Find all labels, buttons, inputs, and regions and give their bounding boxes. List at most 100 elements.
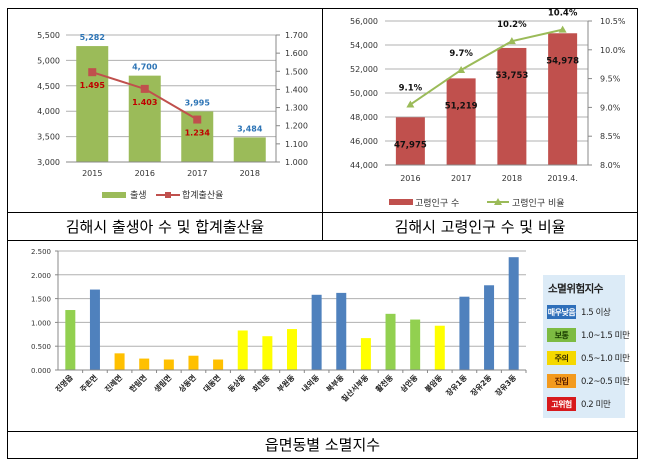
line-label-tfr: 1.495	[80, 81, 106, 90]
legend-label-births: 출생	[130, 190, 147, 201]
y-tick-right: 1.200	[285, 122, 308, 131]
caption-elderly: 김해시 고령인구 수 및 비율	[394, 218, 566, 236]
y-tick-right: 1.100	[285, 140, 308, 149]
y-tick-left: 52,000	[350, 65, 378, 74]
caption-births: 김해시 출생아 수 및 합계출산율	[65, 218, 265, 236]
line-elderly-ratio	[409, 28, 563, 106]
bar-extinction-index	[360, 338, 371, 370]
legend-row-normal: 보통 1.0~1.5 미만	[547, 328, 630, 342]
x-tick: 대동면	[201, 372, 223, 394]
marker-tfr	[193, 115, 202, 124]
x-tick: 생림면	[152, 372, 174, 394]
x-tick: 2019.4.	[547, 174, 578, 183]
bar-label-elderly: 51,219	[445, 101, 478, 111]
y-tick-right: 10.0%	[600, 46, 626, 55]
bar-extinction-index	[311, 294, 322, 370]
y-tick-left: 54,000	[350, 41, 378, 50]
x-tick: 한림면	[127, 372, 149, 394]
legend-swatch-births	[102, 192, 126, 198]
x-tick: 2017	[451, 174, 471, 183]
y-tick-left: 4,500	[37, 82, 60, 91]
bar-births	[76, 46, 109, 162]
elderly-population-chart: 44,000 46,000 48,000 50,000 52,000 54,000 56,0…	[350, 9, 626, 209]
y-tick: 0.000	[31, 367, 51, 375]
y-tick: 2.000	[31, 272, 51, 280]
legend-row-high-risk: 고위험 0.2 미만	[547, 397, 611, 411]
legend-row-entry: 진입 0.2~0.5 미만	[547, 374, 630, 388]
x-tick: 2018	[502, 174, 522, 183]
y-tick-left: 5,500	[37, 31, 60, 40]
y-tick-left: 50,000	[350, 89, 378, 98]
y-tick-right: 1.400	[285, 85, 308, 94]
y-tick: 1.000	[31, 319, 51, 327]
bar-extinction-index	[114, 353, 125, 370]
bar-label-births: 3,995	[185, 98, 211, 107]
line-label-tfr: 1.403	[132, 98, 157, 107]
x-tick: 장유2동	[468, 372, 493, 397]
y-tick-right: 1.500	[285, 67, 308, 76]
x-tick: 장유3동	[493, 372, 518, 397]
legend-badge-normal: 보통	[547, 328, 576, 342]
bar-extinction-index	[459, 296, 470, 370]
legend-range-entry: 0.2~0.5 미만	[581, 377, 630, 387]
extinction-index-chart: 0.000 0.500 1.000 1.500 2.000 2.500 진영읍 주촌면 진례면 한…	[31, 248, 527, 404]
y-tick-right: 1.600	[285, 49, 308, 58]
y-tick-left: 4,000	[37, 107, 60, 116]
y-tick-left: 46,000	[350, 137, 378, 146]
legend-badge-entry: 진입	[547, 374, 576, 388]
y-tick: 0.500	[31, 343, 51, 351]
bar-extinction-index	[188, 355, 199, 370]
y-tick-left: 3,500	[37, 133, 60, 142]
marker-tfr	[88, 68, 97, 77]
x-tick: 주촌면	[78, 372, 100, 394]
y-tick-left: 3,000	[37, 158, 60, 167]
y-tick-left: 5,000	[37, 56, 60, 65]
legend-label-tfr: 합계출산율	[182, 189, 223, 201]
bar-elderly	[446, 78, 476, 165]
top-caption-divider	[7, 212, 638, 213]
bar-extinction-index	[410, 319, 421, 370]
bar-label-births: 5,282	[80, 33, 105, 42]
y-tick-right: 1.700	[285, 31, 308, 40]
bar-extinction-index	[287, 329, 297, 370]
x-tick: 활천동	[373, 372, 395, 394]
x-tick: 삼안동	[398, 372, 420, 394]
bar-extinction-index	[163, 359, 174, 370]
y-tick: 2.500	[31, 248, 51, 256]
line-label-elderly-ratio: 9.7%	[449, 49, 473, 59]
x-tick: 진영읍	[53, 372, 75, 394]
extinction-legend-title: 소멸위험지수	[548, 283, 603, 295]
x-tick: 2015	[82, 169, 102, 178]
bar-label-elderly: 54,978	[546, 56, 579, 66]
marker-elderly-ratio	[457, 65, 466, 73]
bar-extinction-index	[262, 336, 273, 370]
bar-label-elderly: 53,753	[495, 71, 528, 81]
y-tick-right: 9.0%	[600, 103, 621, 112]
bar-extinction-index	[65, 310, 76, 370]
bar-extinction-index	[89, 289, 100, 370]
bar-elderly	[548, 33, 578, 165]
section-divider	[7, 240, 638, 241]
x-tick: 진례면	[102, 372, 124, 394]
legend-marker-tfr	[165, 192, 171, 198]
legend-range-very-low: 1.5 이상	[581, 308, 611, 318]
line-label-elderly-ratio: 9.1%	[399, 84, 423, 94]
y-tick-left: 48,000	[350, 113, 378, 122]
line-label-elderly-ratio: 10.2%	[497, 20, 527, 30]
marker-elderly-ratio	[507, 37, 516, 45]
y-tick-left: 44,000	[350, 161, 378, 170]
bar-extinction-index	[237, 330, 248, 370]
marker-tfr	[140, 84, 149, 93]
y-tick-right: 1.000	[285, 158, 308, 167]
y-tick-right: 10.5%	[600, 17, 626, 26]
y-tick-right: 9.5%	[600, 75, 621, 84]
x-tick: 북부동	[324, 372, 346, 394]
x-tick: 2016	[135, 169, 155, 178]
bottom-caption-divider	[7, 431, 638, 432]
x-tick: 칠산서부동	[339, 372, 371, 404]
x-tick: 내외동	[299, 372, 321, 394]
line-label-tfr: 1.234	[185, 129, 211, 138]
bar-extinction-index	[484, 285, 495, 370]
x-tick: 장유1동	[443, 372, 468, 397]
bar-label-births: 4,700	[132, 63, 158, 72]
